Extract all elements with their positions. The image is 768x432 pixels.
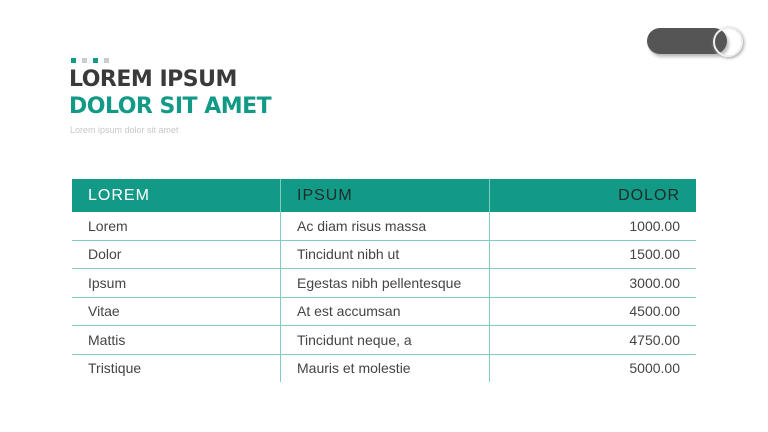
table-cell: Ipsum <box>72 268 281 298</box>
table-row: Dolor Tincidunt nibh ut 1500.00 <box>72 240 696 269</box>
table-cell: Mauris et molestie <box>280 354 490 382</box>
table-cell: Lorem <box>72 212 281 241</box>
slide-title: LOREM IPSUM <box>69 67 237 92</box>
table-cell: Mattis <box>72 325 281 355</box>
table-row: Ipsum Egestas nibh pellentesque 3000.00 <box>72 268 696 298</box>
table-cell: 4750.00 <box>489 325 696 355</box>
table-cell: 1500.00 <box>489 240 696 269</box>
table-cell: 5000.00 <box>629 360 680 377</box>
table-cell: 1000.00 <box>489 212 696 241</box>
toggle-knob[interactable] <box>713 27 743 57</box>
slide-subtitle: DOLOR SIT AMET <box>69 94 272 119</box>
table-cell: Vitae <box>72 297 281 326</box>
table-cell: At est accumsan <box>280 297 490 326</box>
table-cell: Tristique <box>72 354 281 382</box>
slide-caption: Lorem ipsum dolor sit amet <box>70 125 179 135</box>
table-row: Vitae At est accumsan 4500.00 <box>72 297 696 326</box>
table-header: LOREM IPSUM DOLOR <box>72 179 696 212</box>
column-header: DOLOR <box>489 179 696 212</box>
column-header: LOREM <box>72 179 281 212</box>
table-cell: 4500.00 <box>489 297 696 326</box>
table-cell: Tincidunt neque, a <box>280 325 490 355</box>
table-cell: Dolor <box>72 240 281 269</box>
data-table: LOREM IPSUM DOLOR Lorem Ac diam risus mas… <box>72 179 696 382</box>
table-cell: Ac diam risus massa <box>280 212 490 241</box>
table-row: Mattis Tincidunt neque, a 4750.00 <box>72 325 696 355</box>
table-cell: Egestas nibh pellentesque <box>280 268 490 298</box>
table-row: Tristique Mauris et molestie 5000.00 <box>72 354 696 382</box>
table-row: Lorem Ac diam risus massa 1000.00 <box>72 212 696 241</box>
decorative-dots <box>71 58 109 63</box>
table-cell: Tincidunt nibh ut <box>280 240 490 269</box>
table-cell: 3000.00 <box>489 268 696 298</box>
column-header: IPSUM <box>280 179 490 212</box>
